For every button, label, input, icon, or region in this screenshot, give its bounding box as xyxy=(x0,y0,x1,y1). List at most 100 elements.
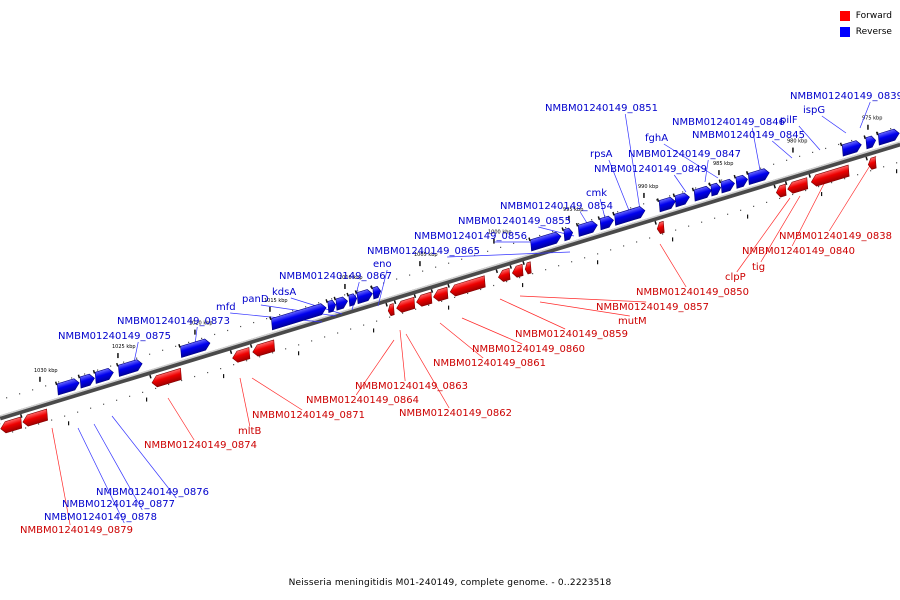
forward-gene xyxy=(773,183,787,198)
legend-reverse: Reverse xyxy=(839,24,892,40)
reverse-dot-track xyxy=(6,128,892,399)
track-dot xyxy=(721,179,723,181)
forward-gene xyxy=(509,263,524,278)
leader-line xyxy=(405,333,450,409)
track-dot xyxy=(844,178,846,180)
reverse-gene xyxy=(733,174,748,189)
forward-gene xyxy=(522,261,532,275)
reverse-gene xyxy=(672,192,690,208)
leader-line xyxy=(828,155,877,232)
forward-gene-label: NMBM01240149_0879 xyxy=(20,525,133,536)
track-dot xyxy=(838,143,840,146)
leader-line xyxy=(751,127,761,171)
reverse-gene-label: NMBM01240149_0856 xyxy=(414,231,527,242)
tick-mark xyxy=(792,147,794,153)
track-dot xyxy=(324,336,326,338)
track-dot xyxy=(110,365,112,367)
gene-labels: NMBM01240149_0839ispGpilFNMBM01240149_08… xyxy=(20,91,900,536)
reverse-gene xyxy=(839,140,862,157)
track-dot xyxy=(448,262,450,264)
forward-gene xyxy=(495,267,511,282)
tick-mark-minor xyxy=(672,237,674,242)
tick-label: 1000 kbp xyxy=(488,230,512,236)
track-dot xyxy=(682,191,684,193)
track-dot xyxy=(675,229,677,231)
track-dot xyxy=(19,393,21,395)
tick-mark-minor xyxy=(448,305,450,310)
track-dot xyxy=(597,253,599,255)
track-dot xyxy=(545,269,547,271)
forward-gene-label: NMBM01240149_0850 xyxy=(636,287,749,298)
reverse-gene xyxy=(346,292,358,307)
track-dot xyxy=(474,254,476,256)
leader-line xyxy=(760,195,801,263)
reverse-gene xyxy=(92,367,114,384)
tick-mark xyxy=(568,215,570,221)
forward-gene-label: tig xyxy=(752,262,765,273)
track-dot xyxy=(409,274,411,276)
reverse-gene-label: NMBM01240149_0849 xyxy=(594,164,707,175)
track-dot xyxy=(311,340,313,342)
track-dot xyxy=(591,219,593,221)
track-dot xyxy=(428,304,430,306)
leader-line xyxy=(77,427,125,524)
track-dot xyxy=(812,151,814,153)
track-dot xyxy=(480,288,482,291)
reverse-gene-label: panD xyxy=(242,294,269,305)
reverse-gene xyxy=(718,178,735,194)
forward-gene-label: NMBM01240149_0863 xyxy=(355,381,468,392)
track-dot xyxy=(714,217,716,219)
track-dot xyxy=(435,266,437,268)
tick-label: 1030 kbp xyxy=(34,368,58,374)
track-dot xyxy=(188,341,190,343)
track-dot xyxy=(162,349,164,351)
forward-gene xyxy=(393,296,416,313)
reverse-gene xyxy=(863,135,877,150)
leader-line xyxy=(51,427,71,526)
reverse-gene xyxy=(561,227,574,242)
track-dot xyxy=(64,415,66,417)
forward-gene xyxy=(413,291,433,307)
reverse-gene xyxy=(333,296,348,311)
track-dot xyxy=(630,207,632,209)
tick-label: 1025 kbp xyxy=(112,344,136,350)
track-dot xyxy=(370,286,372,288)
track-dot xyxy=(90,407,92,409)
track-dot xyxy=(519,276,521,279)
reverse-gene-label: NMBM01240149_0851 xyxy=(545,103,658,114)
track-dot xyxy=(818,185,820,188)
track-dot xyxy=(500,246,502,248)
track-dot xyxy=(831,182,833,184)
reverse-swatch xyxy=(839,27,850,37)
reverse-gene-label: ispG xyxy=(803,105,825,116)
forward-gene-label: NMBM01240149_0871 xyxy=(252,410,365,421)
forward-gene xyxy=(249,339,276,357)
track-dot xyxy=(532,273,534,275)
track-dot xyxy=(103,403,105,405)
leader-line xyxy=(859,101,871,129)
track-dot xyxy=(643,203,645,205)
track-dot xyxy=(571,261,573,263)
tick-label: 1005 kbp xyxy=(414,252,438,258)
reverse-gene xyxy=(745,168,770,186)
track-dot xyxy=(695,187,697,189)
tick-mark xyxy=(269,306,271,312)
reverse-gene xyxy=(528,231,562,252)
forward-gene-label: NMBM01240149_0857 xyxy=(596,302,709,313)
tick-mark xyxy=(344,283,346,289)
tick-mark xyxy=(419,261,421,267)
track-dot xyxy=(539,234,541,237)
track-dot xyxy=(526,238,528,241)
track-dot xyxy=(649,237,651,239)
track-dot xyxy=(123,361,125,363)
track-dot xyxy=(77,411,79,413)
leader-line xyxy=(519,295,647,303)
tick-mark-minor xyxy=(223,374,225,379)
track-dot xyxy=(331,298,333,300)
track-dot xyxy=(805,189,807,192)
track-dot xyxy=(740,209,742,211)
track-dot xyxy=(318,302,320,304)
track-dot xyxy=(285,348,287,350)
track-dot xyxy=(149,353,151,355)
